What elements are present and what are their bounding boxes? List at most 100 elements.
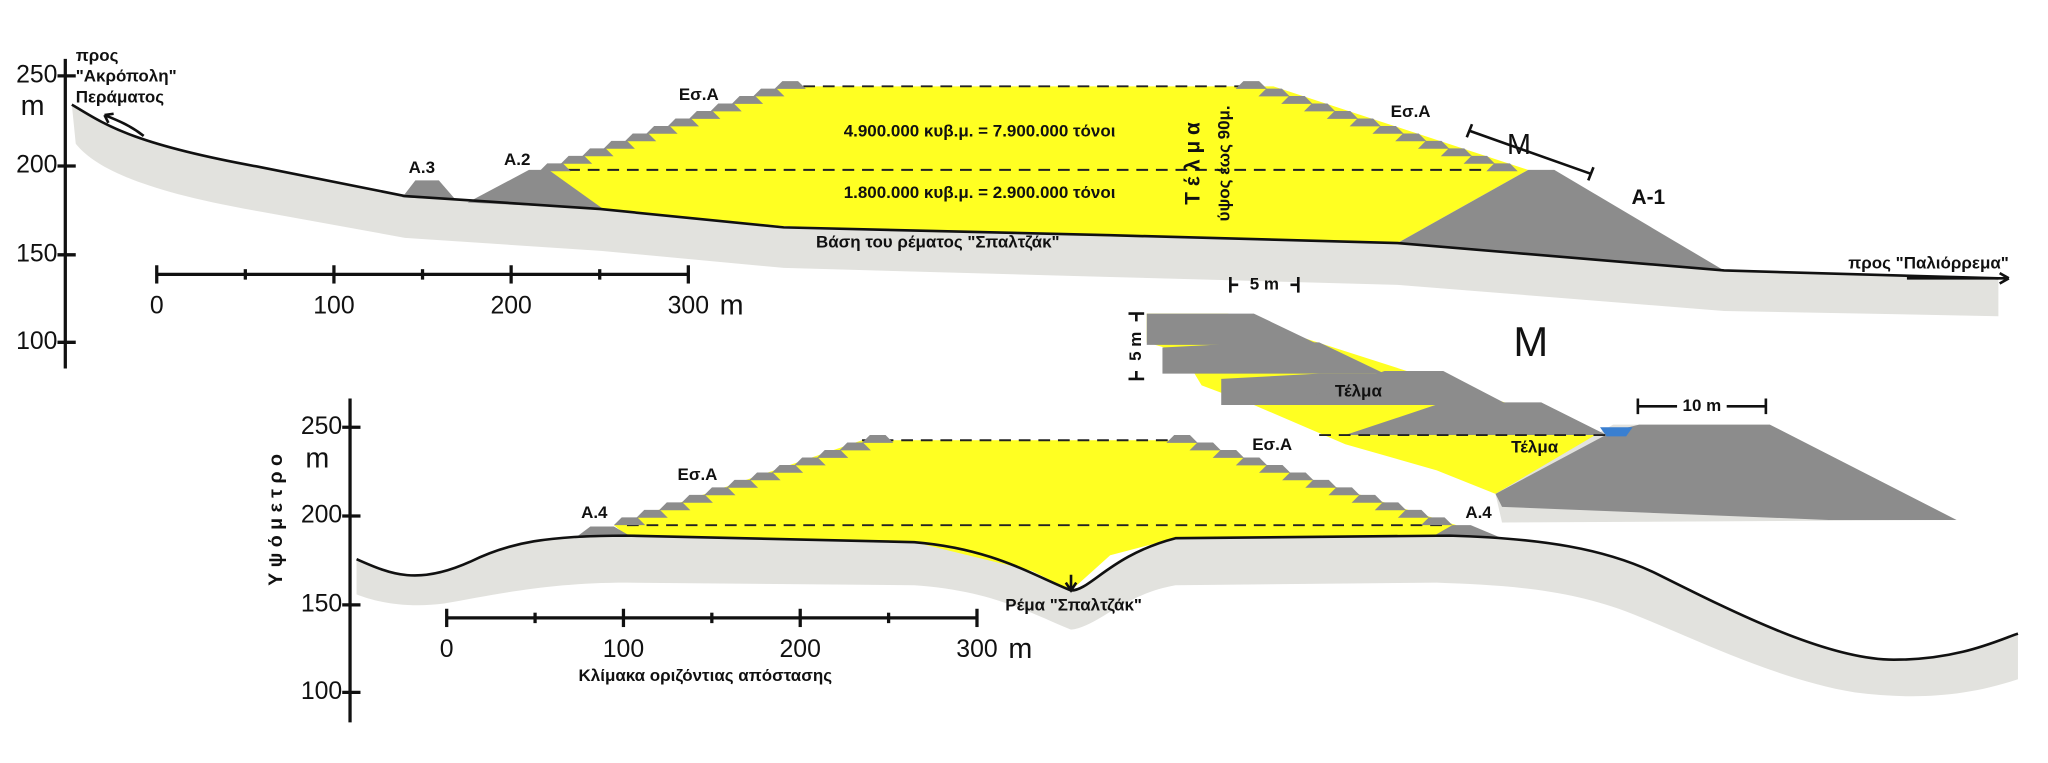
step — [1162, 342, 1385, 374]
detail-title: M — [1513, 318, 1548, 365]
step — [710, 103, 742, 112]
scale-label: 300 — [956, 636, 997, 663]
tick-label: 200 — [16, 152, 57, 179]
dam-a1 — [1397, 169, 1725, 271]
step — [1486, 163, 1518, 172]
dimension — [1636, 398, 1768, 415]
direction: "Ακρόπολη" — [76, 67, 177, 86]
ground-band — [71, 104, 1999, 317]
axis-unit: m — [305, 442, 329, 474]
scale-caption: Κλίμακα οριζόντιας απόστασης — [579, 666, 833, 685]
y-ticks: 250 200 150 100 — [301, 413, 361, 705]
telma: Τέλμα — [1511, 438, 1559, 457]
base-label: Βάση του ρέματος "Σπαλτζάκ" — [816, 233, 1060, 252]
axis-unit: m — [21, 90, 45, 122]
step — [1345, 402, 1607, 436]
steps — [613, 435, 1453, 526]
step — [749, 472, 781, 481]
step — [1328, 487, 1360, 496]
step — [689, 111, 721, 119]
detail: 5 m 5 m M Τέλμα Τέλμα 10 m — [1126, 274, 1957, 523]
scale-label: 0 — [440, 636, 454, 663]
volume: 4.900.000 κυβ.μ. = 7.900.000 τόνοι — [844, 122, 1116, 141]
label: Εσ.Α — [1391, 102, 1431, 121]
step — [1374, 502, 1407, 511]
step — [560, 155, 593, 164]
label: A.3 — [409, 158, 435, 177]
arrow — [103, 112, 145, 137]
dimension — [1465, 123, 1595, 181]
step — [624, 133, 657, 142]
direction: Περάματος — [76, 88, 165, 107]
step — [794, 457, 826, 466]
step — [1463, 155, 1495, 164]
telma: Τέλμα — [1335, 381, 1383, 400]
step — [1349, 118, 1381, 127]
step — [1146, 313, 1320, 345]
label: A.4 — [1465, 503, 1492, 522]
scale-unit: m — [1008, 633, 1032, 665]
tick-label: 100 — [16, 328, 57, 355]
scale-label: 300 — [668, 293, 709, 320]
label: A.4 — [581, 503, 608, 522]
step — [613, 517, 646, 526]
scale-label: 0 — [150, 293, 164, 320]
step — [1235, 81, 1267, 89]
dimension-label: 5 m — [1126, 332, 1145, 361]
step — [539, 163, 571, 172]
tick-label: 200 — [301, 502, 342, 529]
step — [704, 487, 736, 496]
tailings — [613, 440, 1457, 591]
step — [771, 464, 804, 473]
step — [658, 502, 691, 511]
dam-a3 — [402, 180, 456, 200]
scale-unit: m — [720, 290, 744, 322]
label: Εσ.Α — [1252, 435, 1292, 454]
step — [839, 442, 871, 451]
step — [1286, 371, 1509, 406]
scale-bar: 0 100 200 300 m — [440, 608, 1032, 665]
step — [1372, 125, 1404, 134]
dimension — [1128, 312, 1145, 381]
tick-label: 100 — [301, 678, 342, 705]
y-axis-title: Υ ψ ό μ ε τ ρ ο — [265, 454, 287, 586]
label: Εσ.Α — [679, 85, 719, 104]
step — [1212, 450, 1245, 458]
ground-profile — [356, 534, 2019, 662]
step — [1303, 103, 1336, 112]
direction: προς — [76, 46, 119, 65]
step — [1189, 442, 1221, 451]
label: A.2 — [504, 150, 530, 169]
ground-band — [356, 535, 2018, 697]
height-note: ύψος έως 90μ. — [1215, 105, 1234, 221]
dam — [1495, 424, 1957, 520]
step — [1282, 472, 1314, 481]
y-ticks: 250 200 150 100 — [16, 61, 76, 355]
step — [731, 96, 764, 104]
label: A-1 — [1632, 186, 1666, 209]
step — [1440, 148, 1473, 157]
lower-section: 250 200 150 100 m Υ ψ ό μ ε τ ρ ο Εσ.Α Εσ.Α… — [265, 398, 2019, 723]
tick-label: 150 — [16, 240, 57, 267]
step — [1258, 464, 1291, 473]
step — [862, 435, 894, 443]
step — [1351, 494, 1383, 503]
step — [1305, 479, 1337, 488]
dimension-label: 10 m — [1683, 396, 1722, 415]
scale-label: 100 — [603, 636, 644, 663]
scale-label: 100 — [313, 293, 354, 320]
step — [603, 140, 635, 149]
steps — [1146, 313, 1607, 436]
volume: 1.800.000 κυβ.μ. = 2.900.000 τόνοι — [844, 183, 1116, 202]
tick-label: 250 — [16, 61, 57, 88]
step — [582, 148, 614, 157]
label: M — [1507, 129, 1531, 161]
step — [1397, 509, 1430, 518]
tick-label: 250 — [301, 413, 342, 440]
scale-label: 200 — [780, 636, 821, 663]
step — [1421, 517, 1453, 526]
step — [726, 479, 759, 488]
dimension — [1229, 277, 1300, 293]
